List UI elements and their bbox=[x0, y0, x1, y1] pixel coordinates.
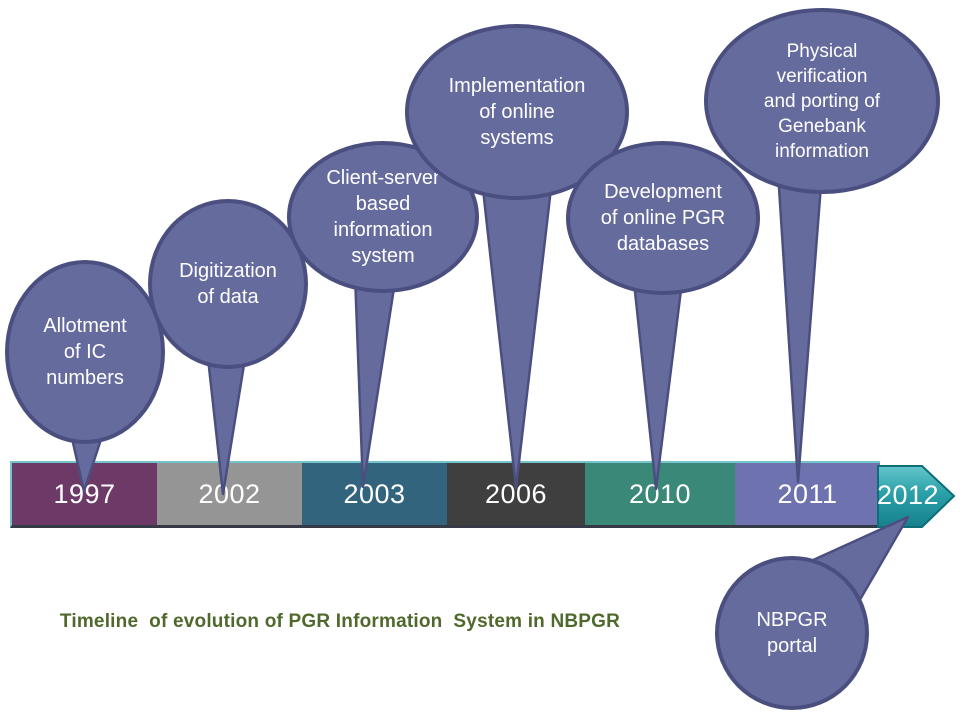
timeline-segment-2003: 2003 bbox=[302, 463, 447, 525]
caption-title: Timeline of evolution of PGR Information… bbox=[59, 611, 621, 632]
balloon-client-server: Client-server based information system bbox=[287, 141, 479, 293]
year-label-2012: 2012 bbox=[876, 479, 940, 510]
balloon-nbpgr-portal: NBPGR portal bbox=[715, 556, 869, 710]
balloon-development-label: Development of online PGR databases bbox=[600, 181, 726, 255]
year-label-2006: 2006 bbox=[484, 478, 548, 509]
year-label-2002: 2002 bbox=[198, 478, 261, 509]
year-label-1997: 1997 bbox=[53, 478, 116, 509]
year-label-2011: 2011 bbox=[777, 478, 838, 509]
balloon-implementation-label: Implementation of online systems bbox=[448, 75, 586, 149]
timeline-segment-1997: 1997 bbox=[12, 463, 157, 525]
timeline-segment-2006: 2006 bbox=[447, 463, 585, 525]
year-label-2003: 2003 bbox=[343, 478, 406, 509]
year-label-2012-wrap: 2012 bbox=[876, 463, 940, 527]
balloon-client-server-label: Client-server based information system bbox=[326, 167, 440, 267]
balloon-tail-client-server bbox=[353, 273, 398, 489]
balloon-physical-verification: Physical verification and porting of Gen… bbox=[704, 8, 940, 194]
balloon-development: Development of online PGR databases bbox=[566, 141, 760, 295]
balloon-allotment: Allotment of IC numbers bbox=[5, 260, 165, 444]
balloon-tail-implementation bbox=[480, 178, 554, 490]
timeline-bar: 1997 2002 2003 2006 2010 2011 bbox=[10, 461, 880, 528]
balloon-tail-development bbox=[632, 280, 684, 491]
timeline-segment-2002: 2002 bbox=[157, 463, 302, 525]
timeline-segment-2010: 2010 bbox=[585, 463, 735, 525]
balloon-physical-verification-label: Physical verification and porting of Gen… bbox=[763, 40, 881, 162]
balloon-digitization-label: Digitization of data bbox=[179, 260, 277, 308]
balloon-nbpgr-portal-label: NBPGR portal bbox=[756, 609, 828, 657]
balloon-allotment-label: Allotment of IC numbers bbox=[43, 315, 127, 389]
balloon-tail-physical-verification bbox=[776, 170, 824, 484]
year-label-2010: 2010 bbox=[628, 478, 692, 509]
balloon-digitization: Digitization of data bbox=[148, 199, 308, 369]
timeline-segment-2011: 2011 bbox=[735, 463, 880, 525]
